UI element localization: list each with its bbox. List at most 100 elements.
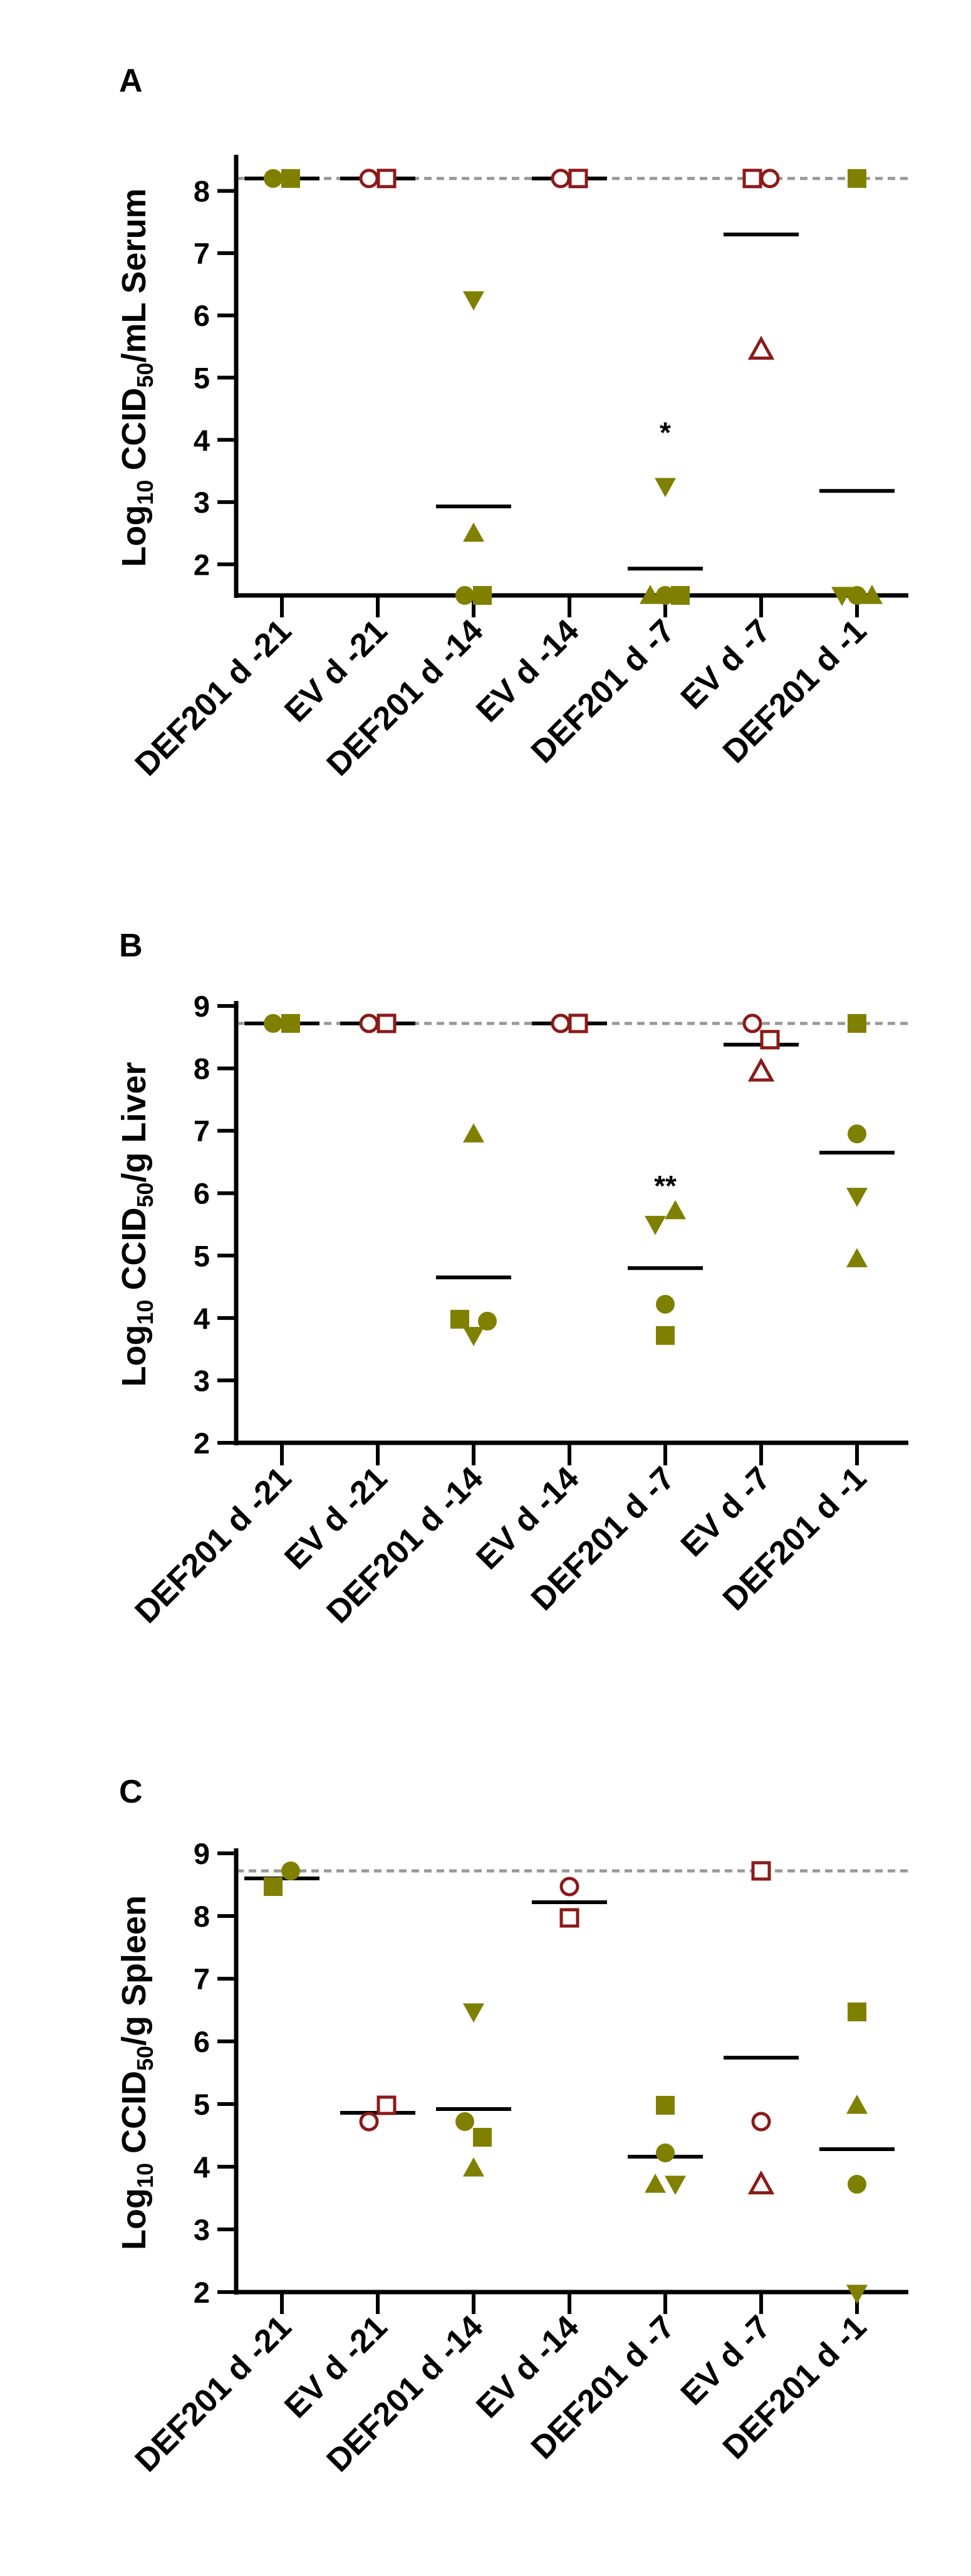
- group-def201-d-21: [244, 1861, 319, 1896]
- group-def201-d-7: **: [628, 1170, 703, 1345]
- data-point-circle: [478, 1311, 497, 1331]
- y-tick-label: 4: [194, 424, 210, 457]
- group-ev-d-21: [340, 169, 415, 189]
- data-point-circle: [656, 1294, 675, 1314]
- y-axis-title-post: /mL Serum: [115, 188, 153, 362]
- data-point-triangle-down: [463, 1327, 484, 1346]
- data-point-triangle-up: [747, 2170, 775, 2195]
- data-point-square: [742, 169, 762, 189]
- data-point-square: [473, 586, 492, 605]
- data-point-triangle-up: [861, 585, 883, 604]
- data-point-circle: [559, 1877, 579, 1897]
- data-point-circle: [551, 169, 571, 189]
- data-point-square: [848, 169, 866, 188]
- y-axis-title-pre: Log: [115, 505, 153, 567]
- y-tick-label: 3: [194, 1364, 210, 1397]
- data-point-triangle-down: [665, 2175, 686, 2195]
- x-category-label: DEF201 d -21: [128, 1460, 299, 1630]
- data-point-circle: [848, 1124, 866, 1144]
- y-tick-label: 8: [194, 175, 210, 208]
- y-tick-label: 5: [194, 362, 210, 395]
- data-point-triangle-down: [846, 2285, 868, 2304]
- y-tick-label: 2: [194, 548, 210, 581]
- data-point-circle: [760, 169, 780, 189]
- y-tick-label: 7: [194, 237, 210, 270]
- group-ev-d-7: [724, 1013, 799, 1082]
- group-ev-d-14: [532, 1877, 607, 1928]
- data-point-triangle-up: [640, 585, 661, 604]
- data-point-triangle-up: [463, 522, 484, 542]
- data-point-circle: [455, 2112, 474, 2131]
- y-tick-label: 4: [194, 1302, 210, 1335]
- chart-panel-b: B Log10 CCID50/g Liver 2 3 4 5 6 7 8 9 DEF201 d -2…: [115, 928, 908, 1630]
- data-point-circle: [656, 586, 675, 605]
- data-point-circle: [281, 1861, 300, 1880]
- group-def201-d-14: [436, 291, 511, 605]
- y-axis-title-sub2: 50: [132, 363, 158, 388]
- data-point-square: [671, 586, 690, 605]
- chart-panel-c: C Log10 CCID50/g Spleen 2 3 4 5 6 7 8 9 DEF201 d -…: [115, 1774, 908, 2479]
- y-axis-title-sub1: 10: [132, 480, 158, 505]
- y-tick-label: 6: [194, 1177, 210, 1210]
- data-point-circle: [264, 169, 283, 188]
- data-point-square: [376, 169, 397, 189]
- y-axis-title-mid: CCID: [115, 2071, 153, 2163]
- y-tick-label: 6: [194, 299, 210, 332]
- y-axis-title-sub2: 50: [132, 2046, 158, 2071]
- y-tick-label: 8: [194, 1900, 210, 1933]
- data-point-circle: [751, 2112, 771, 2132]
- data-point-square: [559, 1908, 579, 1928]
- y-axis-title: Log10 CCID50/mL Serum: [115, 188, 158, 567]
- y-axis-title-pre: Log: [115, 1325, 153, 1387]
- data-point-circle: [551, 1013, 571, 1034]
- data-point-circle: [656, 2144, 675, 2162]
- y-axis-title-mid: CCID: [115, 1208, 153, 1300]
- group-def201-d-1: [819, 2003, 895, 2304]
- data-point-square: [450, 1309, 469, 1329]
- group-ev-d-21: [340, 2095, 415, 2132]
- data-point-triangle-down: [463, 291, 484, 311]
- y-axis-title: Log10 CCID50/g Spleen: [115, 1895, 158, 2250]
- y-axis-title-post: /g Liver: [115, 1062, 153, 1182]
- data-point-circle: [359, 2112, 379, 2132]
- y-tick-label: 3: [194, 486, 210, 519]
- data-point-circle: [359, 169, 379, 189]
- y-tick-label: 4: [194, 2150, 210, 2184]
- y-tick-label: 9: [194, 1837, 210, 1870]
- data-point-square: [376, 2095, 397, 2115]
- y-tick-label: 5: [194, 1239, 210, 1272]
- y-tick-label: 6: [194, 2025, 210, 2058]
- data-point-triangle-down: [846, 1188, 868, 1207]
- data-point-square: [281, 169, 300, 188]
- data-point-square: [264, 1877, 283, 1896]
- data-point-square: [568, 1013, 588, 1034]
- group-ev-d-21: [340, 1013, 415, 1034]
- y-tick-label: 2: [194, 2276, 210, 2309]
- data-point-circle: [455, 586, 474, 605]
- y-axis-title-mid: CCID: [115, 388, 153, 480]
- group-def201-d-21: [244, 169, 319, 188]
- data-point-circle: [848, 586, 866, 605]
- y-axis-title-sub2: 50: [132, 1183, 158, 1208]
- group-def201-d-7: *: [628, 416, 703, 605]
- significance-marker: **: [654, 1170, 677, 1202]
- group-def201-d-14: [436, 2003, 511, 2177]
- group-ev-d-14: [532, 169, 607, 189]
- significance-marker: *: [660, 416, 671, 449]
- group-def201-d-1: [819, 1013, 895, 1267]
- data-point-triangle-up: [645, 2174, 666, 2193]
- data-point-triangle-down: [655, 478, 676, 498]
- group-def201-d-14: [436, 1123, 511, 1346]
- data-point-square: [848, 2003, 866, 2021]
- data-point-square: [656, 2096, 675, 2115]
- group-ev-d-7: [724, 169, 799, 360]
- data-point-circle: [742, 1013, 762, 1034]
- data-point-triangle-up: [665, 1200, 686, 1220]
- data-point-square: [760, 1030, 780, 1050]
- y-axis-title-pre: Log: [115, 2188, 153, 2250]
- x-category-label: DEF201 d -21: [128, 2308, 299, 2479]
- data-point-square: [376, 1013, 397, 1034]
- data-point-triangle-down: [831, 587, 853, 606]
- y-axis-title: Log10 CCID50/g Liver: [115, 1062, 158, 1386]
